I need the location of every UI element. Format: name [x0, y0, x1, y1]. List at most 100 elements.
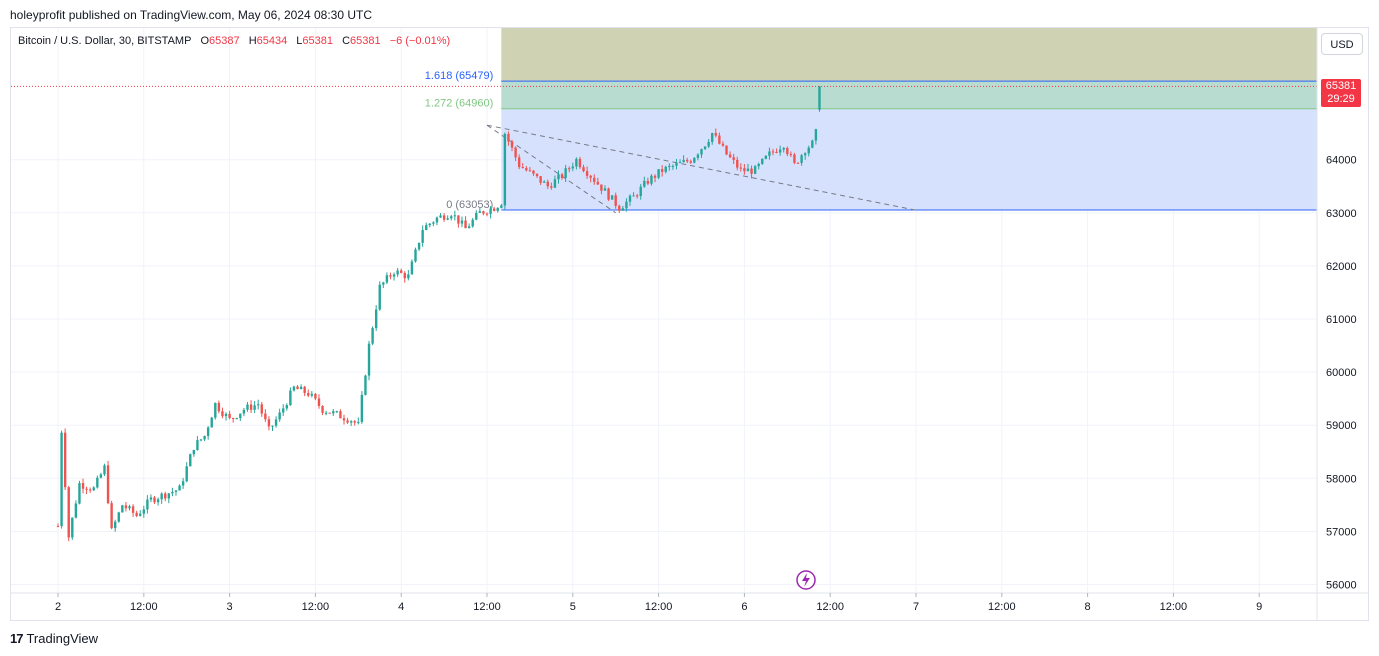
candle-body	[578, 158, 582, 168]
candle-body	[128, 506, 131, 509]
candle-body	[464, 220, 467, 229]
x-tick-label: 12:00	[645, 601, 673, 613]
candle-body	[421, 230, 424, 243]
candle-body	[582, 167, 585, 172]
candle-body	[693, 157, 696, 163]
candle-body	[167, 493, 171, 499]
x-tick-label: 5	[570, 601, 576, 613]
y-tick-label: 63000	[1326, 208, 1357, 220]
x-tick-label: 12:00	[988, 601, 1016, 613]
candle-body	[696, 154, 700, 158]
candle-body	[360, 394, 364, 422]
candle-body	[56, 526, 60, 528]
candle-body	[185, 466, 188, 482]
candle-body	[660, 169, 664, 172]
candle-body	[199, 439, 203, 441]
y-tick-label: 64000	[1326, 155, 1357, 167]
candle-body	[618, 205, 621, 211]
candle-body	[124, 505, 128, 509]
candle-body	[686, 159, 689, 162]
candle-body	[793, 154, 796, 163]
candle-body	[728, 154, 732, 158]
candle-body	[467, 226, 471, 229]
fib-zone-1272-0	[501, 108, 1317, 210]
candle-body	[389, 275, 392, 277]
candle-body	[664, 166, 667, 172]
candle-body	[535, 173, 539, 177]
candle-body	[632, 195, 635, 197]
candle-body	[314, 393, 317, 399]
fib-level-label: 1.272 (64960)	[425, 98, 494, 110]
candle-body	[328, 412, 331, 414]
candle-body	[156, 499, 160, 503]
candle-body	[732, 157, 735, 160]
candle-body	[746, 168, 750, 172]
candle-body	[303, 386, 306, 393]
candle-body	[267, 419, 271, 427]
candle-body	[489, 208, 492, 214]
candle-body	[332, 411, 335, 414]
candle-body	[214, 402, 217, 418]
candle-body	[643, 180, 646, 187]
candle-body	[374, 309, 378, 328]
candle-body	[557, 174, 560, 180]
candle-body	[560, 174, 564, 178]
candle-body	[503, 133, 507, 206]
candle-body	[457, 215, 460, 224]
candle-body	[736, 159, 739, 168]
candle-body	[460, 220, 464, 224]
candle-body	[621, 208, 625, 211]
candle-body	[575, 158, 578, 167]
candle-body	[274, 419, 278, 426]
candle-body	[585, 171, 589, 176]
candle-body	[514, 147, 517, 158]
y-tick-label: 58000	[1326, 473, 1357, 485]
candle-body	[417, 242, 421, 250]
candle-body	[299, 386, 303, 390]
tradingview-logo[interactable]: 17 TradingView	[10, 631, 98, 646]
candle-body	[196, 440, 199, 450]
candle-body	[235, 418, 238, 420]
candle-body	[546, 181, 549, 187]
candle-body	[600, 184, 603, 191]
candle-body	[110, 503, 113, 529]
candle-body	[478, 211, 482, 213]
last-price-badge: 65381 29:29	[1321, 79, 1361, 107]
event-marker[interactable]	[796, 570, 816, 590]
candle-body	[750, 168, 753, 174]
candle-body	[178, 485, 181, 491]
candle-body	[786, 147, 789, 155]
candle-body	[496, 207, 499, 211]
candle-body	[307, 392, 310, 396]
x-tick-label: 3	[227, 601, 233, 613]
candle-body	[81, 483, 85, 489]
candle-body	[718, 135, 721, 144]
candle-body	[160, 493, 163, 500]
candle-body	[142, 509, 145, 514]
candle-body	[231, 418, 235, 420]
candle-body	[385, 275, 389, 283]
candle-body	[131, 506, 135, 513]
symbol-title[interactable]: Bitcoin / U.S. Dollar, 30, BITSTAMP	[18, 35, 192, 47]
candle-body	[571, 166, 574, 169]
candle-body	[432, 222, 435, 224]
candle-body	[253, 405, 256, 410]
candle-body	[278, 412, 281, 420]
y-tick-label: 60000	[1326, 367, 1357, 379]
candle-body	[192, 449, 196, 455]
candle-body	[439, 215, 442, 218]
y-tick-label: 62000	[1326, 261, 1357, 273]
candle-body	[678, 162, 682, 164]
candle-body	[99, 474, 103, 478]
candle-body	[435, 217, 439, 223]
currency-button[interactable]: USD	[1321, 33, 1363, 55]
candle-body	[689, 161, 692, 163]
close-value: 65381	[350, 35, 381, 47]
candle-body	[646, 180, 650, 184]
candle-body	[446, 218, 449, 220]
candle-body	[682, 159, 685, 163]
candle-body	[475, 212, 478, 220]
candle-body	[789, 154, 793, 156]
low-value: 65381	[302, 35, 334, 47]
